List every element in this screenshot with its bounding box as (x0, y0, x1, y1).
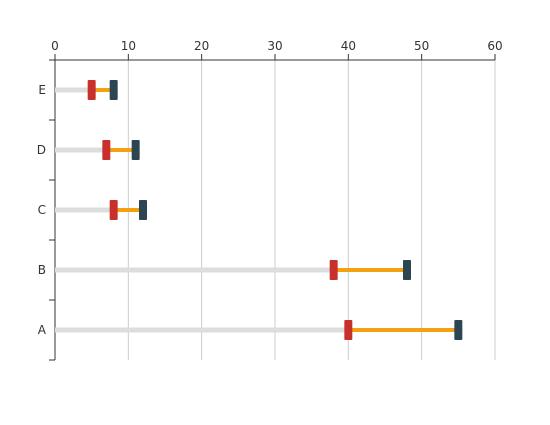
axis-layer: 0 10 20 30 40 50 60 A B C D E (37, 39, 503, 361)
y-tick-label-a: A (38, 323, 47, 337)
x-tick-label: 30 (267, 39, 282, 53)
end-marker-d (131, 140, 140, 160)
end-marker-e (109, 80, 118, 100)
x-tick-label: 50 (414, 39, 429, 53)
x-tick-label: 0 (51, 39, 59, 53)
grid-layer (127, 60, 496, 360)
mark-layer (55, 80, 463, 340)
x-tick-label: 40 (341, 39, 356, 53)
start-marker-c (109, 200, 118, 220)
end-marker-c (139, 200, 147, 220)
x-tick-label: 10 (121, 39, 136, 53)
start-marker-e (87, 80, 96, 100)
end-marker-b (403, 260, 411, 280)
y-tick-label-c: C (38, 203, 46, 217)
x-tick-label: 60 (487, 39, 502, 53)
x-tick-label: 20 (194, 39, 209, 53)
y-tick-label-b: B (38, 263, 46, 277)
end-marker-a (454, 320, 463, 340)
start-marker-b (329, 260, 338, 280)
start-marker-a (344, 320, 353, 340)
y-tick-label-d: D (37, 143, 46, 157)
start-marker-d (102, 140, 111, 160)
y-tick-label-e: E (38, 83, 46, 97)
